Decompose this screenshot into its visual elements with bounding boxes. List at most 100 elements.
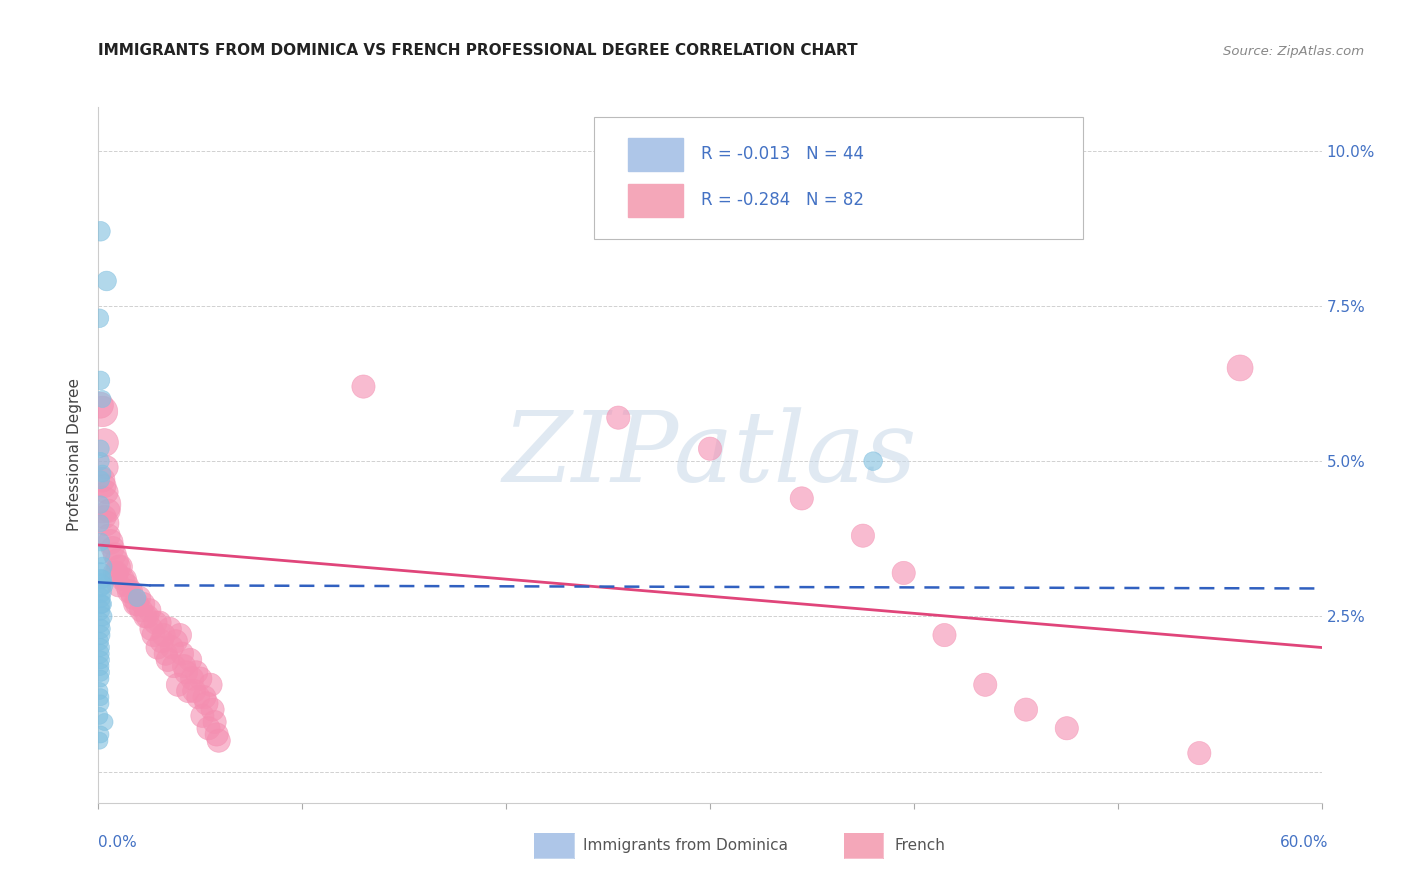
Point [89,690,111,705]
Point [100,535,122,549]
Point [1015,703,1038,717]
Point [152,628,174,642]
Point [173,659,195,673]
Point [89,615,111,630]
Point [790,491,813,506]
Point [191,708,214,723]
Point [170,647,193,661]
Point [89,665,111,680]
Point [145,615,167,630]
Point [165,634,187,648]
Point [89,572,111,586]
Point [174,665,197,680]
Point [138,603,160,617]
Point [89,311,111,326]
Point [167,678,190,692]
Point [155,647,177,661]
Point [179,653,201,667]
Point [96,274,118,288]
Point [91,404,114,418]
Point [96,460,118,475]
Point [89,634,111,648]
Point [934,628,956,642]
Point [105,553,128,567]
Point [89,659,111,673]
Point [91,498,114,512]
Point [89,647,111,661]
Point [89,640,111,655]
Point [186,665,208,680]
Point [205,727,228,741]
Point [89,224,111,238]
Text: Immigrants from Dominica: Immigrants from Dominica [583,838,789,853]
Point [89,628,111,642]
FancyBboxPatch shape [628,137,683,171]
Text: ZIPatlas: ZIPatlas [503,408,917,502]
Point [1229,361,1251,376]
Point [96,516,118,531]
Point [150,634,173,648]
Point [201,703,224,717]
Point [91,572,114,586]
Point [108,578,131,592]
Point [91,392,114,406]
Point [91,473,114,487]
FancyBboxPatch shape [593,118,1083,239]
Point [141,622,163,636]
Point [187,690,209,705]
Point [169,628,191,642]
Point [93,578,115,592]
Point [89,591,111,605]
Point [177,684,200,698]
Point [89,672,111,686]
Point [127,591,149,605]
Point [607,410,630,425]
Text: IMMIGRANTS FROM DOMINICA VS FRENCH PROFESSIONAL DEGREE CORRELATION CHART: IMMIGRANTS FROM DOMINICA VS FRENCH PROFE… [98,43,858,58]
Point [104,566,127,580]
Point [89,622,111,636]
Point [89,727,111,741]
Point [134,609,156,624]
Point [193,690,215,705]
Point [183,684,205,698]
Point [93,714,115,729]
Point [89,535,111,549]
Point [89,566,111,580]
Point [89,578,111,592]
Point [89,547,111,561]
Point [89,603,111,617]
Point [118,584,141,599]
Text: R = -0.284   N = 82: R = -0.284 N = 82 [702,191,865,209]
Point [699,442,721,456]
Point [91,597,114,611]
Point [89,454,111,468]
Point [852,529,875,543]
Point [127,597,149,611]
Point [115,578,138,592]
Point [110,559,132,574]
Point [132,597,155,611]
Point [188,672,212,686]
Point [89,708,111,723]
Point [91,609,114,624]
Point [1056,721,1078,735]
Point [146,640,169,655]
Point [120,584,142,599]
Point [105,566,128,580]
Point [111,572,134,586]
Point [89,516,111,531]
Point [89,398,111,412]
Point [93,510,115,524]
Text: Source: ZipAtlas.com: Source: ZipAtlas.com [1223,45,1364,58]
Point [200,678,222,692]
Point [89,697,111,711]
Point [208,733,231,747]
Point [89,473,111,487]
Text: 60.0%: 60.0% [1281,836,1329,850]
Point [159,622,181,636]
Text: 0.0%: 0.0% [98,836,138,850]
Point [89,684,111,698]
Point [195,697,218,711]
Point [862,454,884,468]
Point [91,559,114,574]
